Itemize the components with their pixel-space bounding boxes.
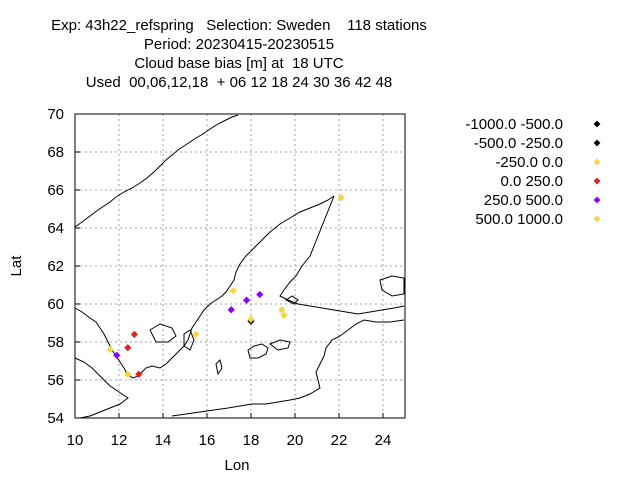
- x-tick-label: 16: [199, 432, 216, 449]
- legend-entry-label: -250.0 0.0: [495, 154, 563, 171]
- island-saaremaa: [268, 339, 291, 351]
- island-aland: [285, 295, 299, 305]
- legend-entry-marker: [593, 120, 601, 128]
- title-line-4: Used 00,06,12,18 + 06 12 18 24 30 36 42 …: [85, 74, 393, 91]
- x-tick-label: 22: [331, 432, 348, 449]
- data-point: [130, 330, 139, 339]
- y-tick-label: 58: [47, 334, 64, 351]
- lake-ladoga: [379, 275, 405, 297]
- data-point: [135, 370, 143, 378]
- coastline-denmark: [74, 357, 129, 419]
- coastline-baltic-east: [171, 319, 405, 417]
- chart-title-block: Exp: 43h22_refspring Selection: Sweden 1…: [0, 16, 478, 92]
- data-point: [106, 345, 114, 354]
- y-tick-label: 64: [47, 220, 64, 237]
- data-point: [227, 306, 235, 314]
- data-point: [280, 311, 288, 320]
- x-tick-label: 24: [375, 432, 392, 449]
- lake-vanern: [149, 323, 177, 343]
- legend-entry-marker: [593, 215, 601, 223]
- y-tick-label: 68: [47, 144, 64, 161]
- title-line-2: Period: 20230415-20230515: [143, 36, 335, 53]
- legend-entry-marker: [593, 158, 601, 166]
- island-oland: [215, 359, 223, 376]
- y-tick-label: 56: [47, 372, 64, 389]
- x-axis-label: Lon: [224, 457, 249, 474]
- legend-entry-label: 500.0 1000.0: [475, 211, 563, 228]
- title-line-3: Cloud base bias [m] at 18 UTC: [134, 55, 344, 72]
- data-points: [106, 193, 345, 378]
- legend-entry-label: -1000.0 -500.0: [465, 116, 563, 133]
- island-gotland: [247, 343, 269, 359]
- data-point: [256, 290, 264, 299]
- legend: -1000.0 -500.0 -500.0 -250.0 -250.0 0.0 0.0…: [465, 116, 601, 228]
- data-point: [192, 330, 200, 339]
- legend-entry-marker: [593, 196, 601, 204]
- y-tick-label: 70: [47, 106, 64, 123]
- data-point: [229, 287, 238, 295]
- y-tick-label: 54: [47, 410, 64, 427]
- coastline-scandinavia-west: [74, 114, 239, 228]
- coastline-norway-south: [74, 307, 113, 351]
- legend-entry-label: 0.0 250.0: [500, 173, 563, 190]
- y-axis-label: Lat: [8, 255, 25, 277]
- title-line-1: Exp: 43h22_refspring Selection: Sweden 1…: [51, 17, 427, 34]
- legend-entry-label: 250.0 500.0: [484, 192, 563, 209]
- data-point: [124, 344, 132, 352]
- coastline-finland-west: [279, 195, 405, 315]
- data-point: [113, 351, 121, 359]
- data-point: [278, 306, 286, 314]
- y-tick-label: 60: [47, 296, 64, 313]
- x-tick-label: 20: [287, 432, 304, 449]
- data-point: [124, 370, 132, 378]
- x-tick-label: 10: [67, 432, 84, 449]
- y-tick-label: 62: [47, 258, 64, 275]
- lake-vattern: [183, 329, 195, 351]
- data-point: [247, 315, 255, 323]
- coastline-map: [74, 114, 405, 419]
- data-point: [337, 193, 345, 202]
- legend-entry-label: -500.0 -250.0: [474, 135, 563, 152]
- legend-entry-marker: [593, 177, 601, 185]
- data-point: [242, 296, 251, 304]
- x-tick-label: 14: [155, 432, 172, 449]
- y-tick-label: 66: [47, 182, 64, 199]
- x-tick-label: 18: [243, 432, 260, 449]
- x-tick-label: 12: [111, 432, 128, 449]
- legend-entry-marker: [593, 139, 601, 147]
- grid: [75, 114, 405, 418]
- coastline-sweden-west: [111, 195, 335, 379]
- axis-ticks: 10 12 14 16 18 20 22 24 54 56 58 60 62 64 66 68 70: [47, 106, 391, 449]
